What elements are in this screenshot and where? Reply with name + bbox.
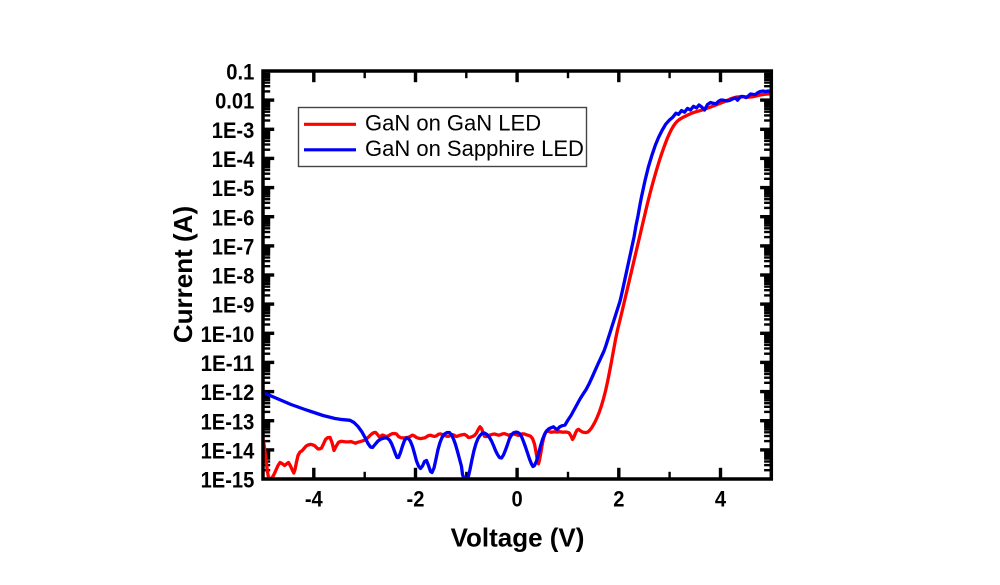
svg-text:1E-3: 1E-3 — [212, 118, 255, 143]
svg-text:1E-14: 1E-14 — [201, 439, 255, 464]
svg-text:0: 0 — [512, 487, 523, 512]
svg-text:1E-11: 1E-11 — [201, 351, 255, 376]
svg-text:Voltage (V): Voltage (V) — [451, 523, 585, 553]
svg-text:GaN on Sapphire LED: GaN on Sapphire LED — [365, 136, 584, 161]
svg-text:Current (A): Current (A) — [168, 206, 198, 343]
svg-text:0.1: 0.1 — [226, 60, 254, 85]
svg-text:1E-10: 1E-10 — [201, 322, 255, 347]
svg-text:0.01: 0.01 — [215, 89, 254, 114]
svg-text:1E-9: 1E-9 — [212, 293, 255, 318]
svg-text:GaN on GaN LED: GaN on GaN LED — [365, 110, 541, 135]
svg-text:-2: -2 — [407, 487, 425, 512]
svg-text:1E-7: 1E-7 — [212, 235, 255, 260]
svg-text:2: 2 — [613, 487, 624, 512]
svg-text:-4: -4 — [305, 487, 323, 512]
svg-text:4: 4 — [715, 487, 727, 512]
svg-text:1E-5: 1E-5 — [212, 176, 255, 201]
svg-text:1E-8: 1E-8 — [212, 264, 255, 289]
svg-text:1E-15: 1E-15 — [201, 468, 255, 493]
svg-text:1E-6: 1E-6 — [212, 205, 255, 230]
svg-text:1E-13: 1E-13 — [201, 409, 255, 434]
svg-text:1E-4: 1E-4 — [212, 147, 255, 172]
svg-text:1E-12: 1E-12 — [201, 380, 255, 405]
